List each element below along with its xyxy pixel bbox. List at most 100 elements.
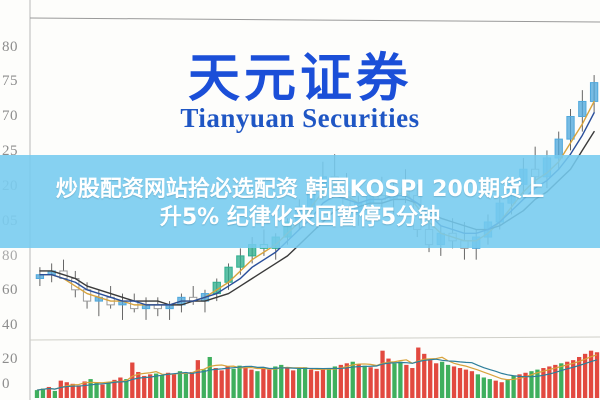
volume-bar: [100, 384, 105, 398]
volume-bar: [457, 368, 463, 398]
volume-bar: [207, 356, 212, 398]
volume-bar: [314, 371, 320, 398]
volume-bar: [243, 367, 248, 398]
candlestick-body: [236, 255, 245, 268]
y-axis-tick-label: 70: [2, 108, 18, 124]
volume-bar: [148, 374, 153, 398]
volume-bar: [380, 350, 385, 398]
candlestick-body: [589, 82, 599, 102]
volume-bar: [571, 360, 576, 398]
volume-bar: [106, 382, 111, 398]
volume-bars-group: [34, 347, 600, 398]
volume-bar: [112, 379, 117, 398]
volume-bar: [285, 368, 290, 398]
volume-bar: [523, 372, 528, 398]
volume-bar: [58, 380, 63, 398]
volume-bar: [261, 368, 266, 398]
volume-bar: [130, 362, 135, 398]
volume-bar: [231, 368, 236, 398]
volume-ma-group: [36, 354, 598, 391]
volume-bar: [267, 369, 272, 398]
volume-bar: [159, 375, 165, 398]
y-axis-tick-label: 80: [2, 248, 18, 264]
volume-bar: [416, 347, 421, 398]
volume-bar: [52, 390, 57, 398]
volume-bar: [142, 375, 147, 398]
volume-bar: [517, 374, 522, 398]
volume-bar: [386, 358, 391, 398]
volume-bar: [308, 369, 314, 398]
volume-bar: [46, 386, 52, 398]
volume-bar: [588, 350, 594, 398]
volume-bar: [374, 368, 379, 398]
y-axis-tick-label: 20: [2, 351, 18, 367]
volume-bar: [76, 385, 81, 398]
volume-bar: [40, 388, 46, 398]
volume-ma-line: [36, 358, 598, 391]
top-gridline: [29, 17, 600, 23]
volume-bar: [64, 382, 69, 398]
volume-bar: [302, 367, 308, 398]
volume-bar: [249, 369, 254, 398]
volume-bar: [124, 379, 129, 398]
volume-bar: [529, 371, 534, 398]
volume-bar: [481, 377, 486, 398]
volume-bar: [565, 361, 570, 398]
volume-bar: [195, 360, 200, 398]
panel-separator: [29, 336, 600, 341]
volume-bar: [439, 361, 445, 398]
volume-bar: [422, 353, 427, 398]
volume-bar: [118, 377, 123, 398]
volume-bar: [338, 364, 343, 398]
volume-bar: [559, 363, 564, 398]
candlestick-body: [578, 100, 587, 118]
volume-bar: [177, 371, 183, 398]
volume-bar: [165, 372, 171, 398]
volume-bar: [362, 365, 367, 398]
volume-bar: [553, 364, 558, 398]
volume-bar: [577, 356, 582, 398]
volume-bar: [392, 363, 397, 398]
volume-bar: [505, 379, 510, 398]
volume-bar: [445, 364, 451, 398]
volume-bar: [189, 371, 195, 398]
volume-bar: [183, 373, 189, 398]
volume-bar: [296, 368, 302, 398]
volume-bar: [291, 370, 296, 398]
volume-bar: [82, 381, 87, 398]
y-axis-tick-label: 80: [2, 39, 18, 55]
volume-bar: [469, 371, 475, 398]
volume-bar: [344, 363, 349, 398]
volume-ma-line: [36, 354, 598, 391]
volume-bar: [582, 353, 588, 398]
volume-bar: [434, 363, 439, 398]
volume-bar: [547, 366, 552, 398]
volume-bar: [368, 367, 373, 398]
volume-bar: [136, 371, 141, 398]
y-axis-tick-label: 60: [2, 282, 18, 298]
volume-bar: [535, 369, 540, 398]
volume-bar: [171, 374, 177, 398]
volume-bar: [493, 380, 498, 398]
volume-bar: [428, 360, 433, 398]
y-axis-tick-label: 0: [2, 376, 10, 392]
volume-bar: [273, 366, 278, 398]
volume-bar: [34, 390, 40, 398]
volume-bar: [279, 364, 284, 398]
volume-bar: [225, 366, 230, 398]
candlestick-body: [566, 116, 575, 140]
y-axis-tick-label: 75: [2, 73, 18, 89]
volume-bar: [255, 371, 260, 398]
y-axis-tick-label: 40: [2, 317, 18, 333]
volume-bar: [541, 368, 546, 398]
volume-bar: [94, 383, 99, 398]
volume-bar: [451, 366, 457, 398]
volume-bar: [499, 382, 504, 398]
volume-bar: [594, 352, 600, 398]
volume-bar: [213, 368, 218, 398]
volume-bar: [398, 361, 403, 398]
volume-bar: [475, 374, 481, 398]
volume-bar: [88, 379, 93, 398]
volume-bar: [410, 368, 415, 398]
